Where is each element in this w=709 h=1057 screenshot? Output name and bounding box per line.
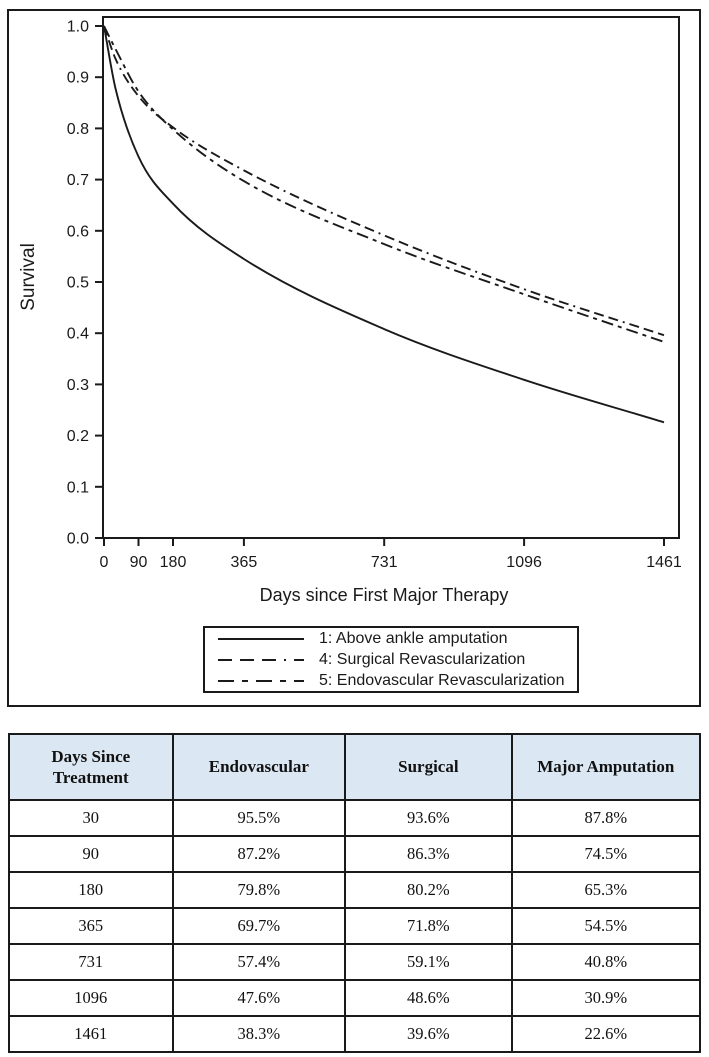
- cell-amputation: 54.5%: [510, 907, 702, 945]
- cell-surgical: 86.3%: [344, 835, 513, 873]
- legend-item: 4: Surgical Revascularization: [216, 650, 577, 670]
- legend-label: 4: Surgical Revascularization: [319, 650, 526, 668]
- y-axis-title: Survival: [18, 243, 39, 311]
- x-tick-label: 1096: [506, 554, 542, 571]
- col-header-surgical: Surgical: [344, 733, 513, 801]
- x-axis-title: Days since First Major Therapy: [259, 585, 509, 605]
- series-line-3: [103, 25, 665, 343]
- table-row: 90 87.2% 86.3% 74.5%: [8, 835, 702, 873]
- cell-amputation: 22.6%: [510, 1015, 702, 1053]
- cell-surgical: 48.6%: [344, 979, 513, 1017]
- cell-day: 30: [8, 799, 174, 837]
- legend-label: 5: Endovascular Revascularization: [319, 671, 565, 689]
- x-tick-label: 365: [231, 554, 258, 571]
- cell-surgical: 71.8%: [344, 907, 513, 945]
- y-tick-label: 0.0: [67, 531, 89, 548]
- cell-surgical: 39.6%: [344, 1015, 513, 1053]
- y-tick-label: 0.7: [67, 172, 89, 189]
- y-tick-label: 0.4: [67, 326, 89, 343]
- table-row: 1461 38.3% 39.6% 22.6%: [8, 1015, 702, 1053]
- chart-legend: 1: Above ankle amputation 4: Surgical Re…: [203, 626, 579, 693]
- x-tick-label: 90: [130, 554, 148, 571]
- survival-chart-figure: 0.0 0.1 0.2 0.3 0.4 0.5 0.6 0.7 0.8 0.9 1.0 0 90 180 3…: [7, 9, 701, 707]
- y-tick-label: 0.5: [67, 275, 89, 292]
- table-row: 365 69.7% 71.8% 54.5%: [8, 907, 702, 945]
- series-line-2: [103, 25, 665, 337]
- cell-endovascular: 57.4%: [171, 943, 347, 981]
- cell-amputation: 87.8%: [510, 799, 702, 837]
- cell-endovascular: 69.7%: [171, 907, 347, 945]
- col-header-major-amputation: Major Amputation: [510, 733, 702, 801]
- x-tick-label: 180: [160, 554, 187, 571]
- y-tick-label: 0.8: [67, 121, 89, 138]
- table-row: 1096 47.6% 48.6% 30.9%: [8, 979, 702, 1017]
- cell-amputation: 40.8%: [510, 943, 702, 981]
- legend-line-swatch-dashed: [218, 658, 304, 661]
- legend-label: 1: Above ankle amputation: [319, 629, 508, 647]
- cell-amputation: 65.3%: [510, 871, 702, 909]
- legend-item: 1: Above ankle amputation: [216, 629, 577, 649]
- cell-day: 1096: [8, 979, 174, 1017]
- survival-chart: 0.0 0.1 0.2 0.3 0.4 0.5 0.6 0.7 0.8 0.9 1.0 0 90 180 3…: [7, 9, 701, 707]
- cell-surgical: 93.6%: [344, 799, 513, 837]
- cell-day: 1461: [8, 1015, 174, 1053]
- cell-endovascular: 87.2%: [171, 835, 347, 873]
- y-tick-label: 0.2: [67, 428, 89, 445]
- y-tick-label: 0.6: [67, 223, 89, 240]
- legend-item: 5: Endovascular Revascularization: [216, 671, 577, 691]
- cell-endovascular: 47.6%: [171, 979, 347, 1017]
- y-tick-label: 0.9: [67, 70, 89, 87]
- cell-day: 731: [8, 943, 174, 981]
- x-tick-label: 731: [371, 554, 398, 571]
- col-header-endovascular: Endovascular: [171, 733, 347, 801]
- survival-table: Days Since Treatment Endovascular Surgic…: [8, 733, 702, 1053]
- table-header-row: Days Since Treatment Endovascular Surgic…: [8, 733, 702, 801]
- cell-amputation: 30.9%: [510, 979, 702, 1017]
- plot-frame: [102, 16, 680, 539]
- cell-day: 365: [8, 907, 174, 945]
- series-line-1: [103, 25, 665, 424]
- cell-endovascular: 95.5%: [171, 799, 347, 837]
- cell-endovascular: 38.3%: [171, 1015, 347, 1053]
- table-row: 731 57.4% 59.1% 40.8%: [8, 943, 702, 981]
- cell-day: 180: [8, 871, 174, 909]
- cell-amputation: 74.5%: [510, 835, 702, 873]
- cell-surgical: 59.1%: [344, 943, 513, 981]
- cell-day: 90: [8, 835, 174, 873]
- figure-border: [7, 9, 701, 707]
- table-row: 180 79.8% 80.2% 65.3%: [8, 871, 702, 909]
- col-header-days-since-treatment: Days Since Treatment: [8, 733, 174, 801]
- cell-surgical: 80.2%: [344, 871, 513, 909]
- table-row: 30 95.5% 93.6% 87.8%: [8, 799, 702, 837]
- legend-line-swatch-dash-dot: [218, 679, 304, 682]
- y-tick-label: 1.0: [67, 19, 89, 36]
- legend-line-swatch-solid: [218, 637, 304, 640]
- x-tick-label: 0: [100, 554, 109, 571]
- y-tick-label: 0.3: [67, 377, 89, 394]
- cell-endovascular: 79.8%: [171, 871, 347, 909]
- y-tick-label: 0.1: [67, 479, 89, 496]
- x-tick-label: 1461: [646, 554, 682, 571]
